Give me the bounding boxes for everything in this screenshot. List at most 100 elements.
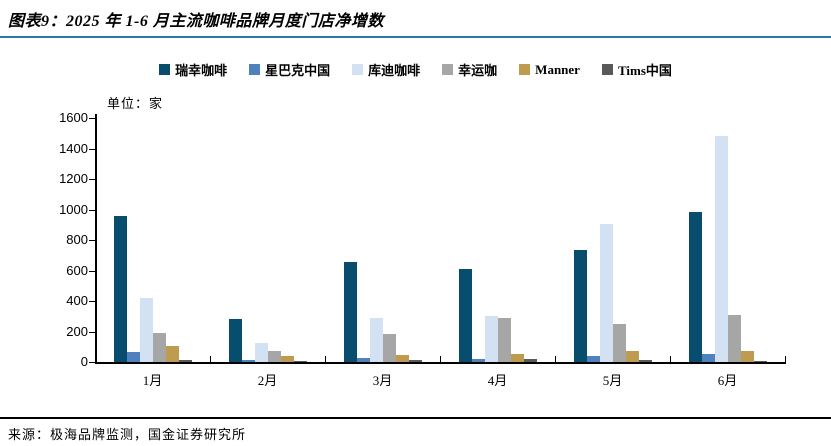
y-axis-tick (89, 240, 95, 241)
y-axis-tick (89, 362, 95, 363)
bar-Tims中国-3月 (408, 359, 422, 362)
bar-幸运咖-2月 (267, 351, 281, 362)
bar-库迪咖啡-2月 (254, 342, 268, 362)
y-axis-label: 1600 (59, 110, 88, 125)
y-axis-label: 200 (66, 323, 88, 339)
bar-库迪咖啡-4月 (484, 316, 498, 362)
x-axis-tick (670, 356, 671, 362)
source-text: 来源：极海品牌监测，国金证券研究所 (8, 427, 247, 442)
y-axis-label: 1200 (59, 171, 88, 186)
x-axis-labels: 1月 2月 3月 4月 5月 6月 (95, 370, 785, 389)
legend-item-1: 瑞幸咖啡 (159, 60, 227, 79)
legend-swatch-icon (352, 64, 364, 75)
bar-Tims中国-5月 (638, 360, 652, 362)
bar-星巴克中国-6月 (701, 354, 715, 362)
legend-item-4: 幸运咖 (442, 60, 497, 79)
legend-swatch-icon (159, 64, 171, 75)
bar-库迪咖啡-3月 (369, 317, 383, 362)
bar-Tims中国-1月 (178, 360, 192, 362)
x-axis-label: 6月 (717, 373, 738, 388)
bar-幸运咖-1月 (152, 333, 166, 362)
legend-swatch-icon (442, 64, 454, 75)
legend-label: 星巴克中国 (265, 63, 331, 78)
bar-星巴克中国-5月 (586, 356, 600, 362)
x-axis-tick (210, 356, 211, 362)
bar-group-2月 (210, 118, 325, 362)
x-axis-line (95, 362, 786, 364)
bar-星巴克中国-1月 (126, 352, 140, 362)
bar-瑞幸咖啡-6月 (688, 211, 702, 362)
bar-group-4月 (440, 118, 555, 362)
bar-库迪咖啡-5月 (599, 224, 613, 362)
legend-item-5: Manner (519, 62, 580, 78)
x-axis-label: 4月 (487, 373, 508, 388)
bar-Manner-4月 (510, 354, 524, 362)
bar-Manner-5月 (625, 351, 639, 362)
y-axis-tick (89, 270, 95, 272)
legend-swatch-icon (249, 64, 261, 75)
x-axis-label: 3月 (372, 373, 393, 388)
bar-group-6月 (670, 118, 785, 362)
legend-label: 瑞幸咖啡 (175, 63, 228, 78)
bar-瑞幸咖啡-2月 (228, 319, 242, 362)
y-axis-tick (89, 179, 95, 180)
bar-Manner-3月 (395, 355, 409, 362)
bar-库迪咖啡-6月 (714, 136, 728, 362)
bar-Tims中国-2月 (293, 360, 307, 362)
legend-swatch-icon (519, 64, 531, 75)
x-axis-label: 2月 (257, 373, 278, 388)
bar-Tims中国-6月 (753, 360, 767, 362)
bar-group-3月 (325, 118, 440, 362)
x-axis-label: 1月 (142, 373, 163, 388)
y-axis-tick (89, 331, 95, 333)
y-axis-label: 600 (66, 262, 88, 278)
bar-星巴克中国-2月 (241, 359, 255, 362)
legend-label: Tims中国 (617, 63, 672, 78)
bar-Manner-6月 (740, 351, 754, 362)
x-axis-tick (785, 356, 786, 362)
bar-星巴克中国-4月 (471, 358, 485, 362)
bar-星巴克中国-3月 (356, 358, 370, 362)
y-axis-tick (89, 148, 95, 150)
legend-label: Manner (535, 61, 580, 77)
legend-item-2: 星巴克中国 (249, 60, 330, 79)
bar-幸运咖-4月 (497, 317, 511, 362)
bar-瑞幸咖啡-3月 (343, 262, 357, 362)
bar-幸运咖-5月 (612, 323, 626, 362)
y-axis-label: 0 (80, 354, 88, 369)
bars-container (95, 118, 785, 362)
bar-Manner-2月 (280, 356, 294, 362)
x-axis-label: 5月 (602, 373, 623, 388)
title-rule (0, 36, 831, 38)
chart-legend: 瑞幸咖啡 星巴克中国 库迪咖啡 幸运咖 Manner Tims中国 (0, 60, 831, 79)
bar-Tims中国-4月 (523, 358, 537, 362)
y-axis-tick (89, 209, 95, 211)
x-axis-tick (440, 356, 441, 362)
legend-item-3: 库迪咖啡 (352, 60, 420, 79)
bar-group-1月 (95, 118, 210, 362)
bar-瑞幸咖啡-1月 (113, 215, 127, 362)
bar-group-5月 (555, 118, 670, 362)
legend-label: 幸运咖 (458, 63, 498, 78)
page-title: 图表9：2025 年 1-6 月主流咖啡品牌月度门店净增数 (8, 13, 384, 30)
legend-label: 库迪咖啡 (368, 63, 421, 78)
x-axis-tick (325, 356, 326, 362)
bar-库迪咖啡-1月 (139, 297, 153, 362)
bar-幸运咖-6月 (727, 314, 741, 362)
legend-swatch-icon (601, 64, 613, 75)
bar-Manner-1月 (165, 346, 179, 362)
y-axis-label: 400 (66, 293, 88, 308)
y-axis-tick (89, 301, 95, 302)
legend-item-6: Tims中国 (601, 60, 672, 79)
bar-幸运咖-3月 (382, 333, 396, 362)
y-axis-label: 1400 (59, 140, 88, 156)
unit-label: 单位：家 (107, 96, 164, 111)
bar-瑞幸咖啡-4月 (458, 268, 472, 362)
y-axis-label: 1000 (59, 201, 88, 217)
y-axis-line (95, 114, 97, 363)
footer-rule (0, 417, 831, 419)
y-axis-label: 800 (66, 232, 88, 247)
bar-瑞幸咖啡-5月 (573, 249, 587, 362)
